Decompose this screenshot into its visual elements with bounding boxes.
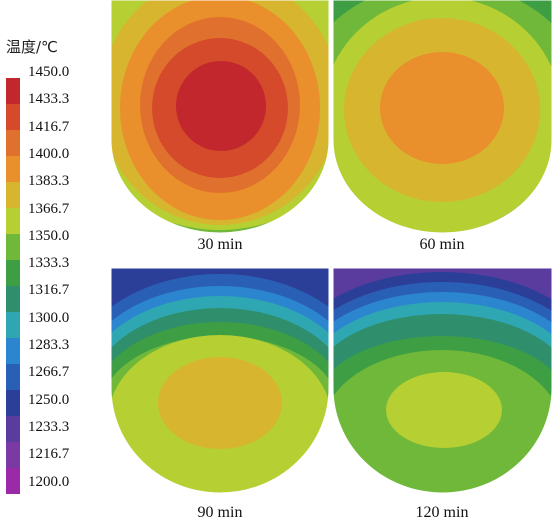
colorbar-segment [6,182,20,208]
colorbar-segment [6,286,20,312]
colorbar-tick-label: 1266.7 [28,364,70,381]
colorbar-tick-label: 1216.7 [28,446,70,463]
panel-label-90min: 90 min [197,504,243,521]
colorbar-segment [6,338,20,364]
panel-label-120min: 120 min [415,504,469,521]
panel-label-60min: 60 min [419,236,465,253]
colorbar-tick-label: 1383.3 [28,173,70,190]
colorbar-tick-label: 1233.3 [28,418,70,435]
colorbar-segment [6,416,20,442]
panel-60min [333,0,552,233]
colorbar-tick-label: 1333.3 [28,255,70,272]
colorbar-segment [6,364,20,390]
panel-90min [111,268,329,493]
panel-120min [333,268,552,493]
colorbar-segment [6,78,20,104]
colorbar-tick-label: 1200.0 [28,473,70,490]
colorbar-tick-label: 1450.0 [28,64,70,80]
colorbar-tick-label: 1300.0 [28,309,70,326]
colorbar-segment [6,312,20,338]
legend-title: 温度/℃ [6,38,58,56]
colorbar-tick-label: 1400.0 [28,145,70,162]
colorbar-segment [6,468,20,494]
colorbar-tick-label: 1316.7 [28,282,70,299]
colorbar-segment [6,442,20,468]
colorbar-tick-label: 1283.3 [28,337,70,353]
colorbar-segment [6,260,20,286]
colorbar-segment [6,104,20,130]
colorbar-segment [6,156,20,182]
colorbar-segment [6,234,20,260]
colorbar-tick-label: 1433.3 [28,91,70,108]
panel-label-30min: 30 min [197,236,243,253]
panel-30min [111,0,329,233]
colorbar-segment [6,208,20,234]
colorbar-tick-label: 1416.7 [28,118,70,135]
colorbar-tick-label: 1350.0 [28,227,70,244]
colorbar-tick-label: 1250.0 [28,391,70,408]
colorbar-segment [6,130,20,156]
colorbar-tick-label: 1366.7 [28,200,70,217]
colorbar [6,78,20,494]
colorbar-segment [6,390,20,416]
